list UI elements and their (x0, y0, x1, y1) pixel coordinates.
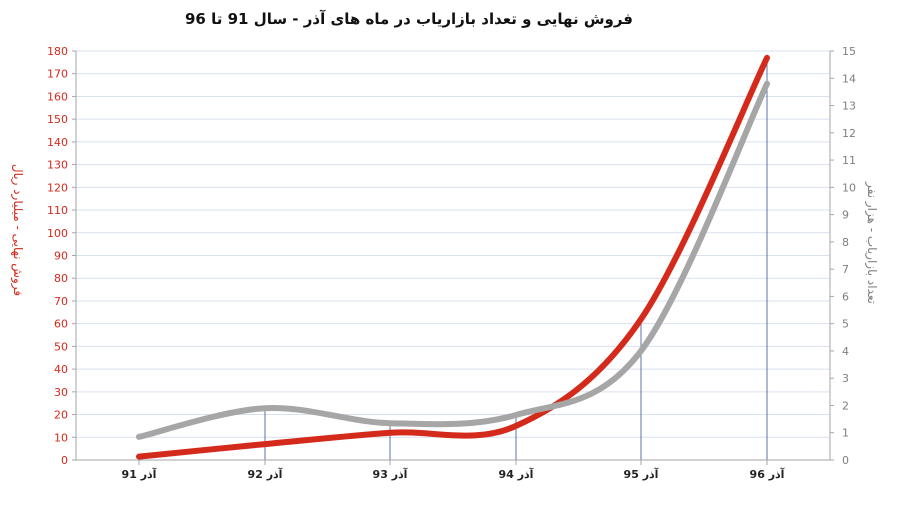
left-tick-label: 170 (47, 68, 68, 81)
left-axis-label: فروش نهایی - میلیارد ریال (10, 164, 25, 296)
right-tick-label: 13 (842, 100, 856, 113)
right-axis-label: تعداد بازاریاب - هزار نفر (864, 181, 879, 304)
sales-line (136, 54, 770, 460)
left-tick-label: 100 (47, 227, 68, 240)
left-tick-label: 120 (47, 181, 68, 194)
left-tick-label: 150 (47, 113, 68, 126)
series-lines (136, 54, 770, 460)
marketers-point (513, 412, 519, 418)
x-tick-label: آذر 94 (499, 467, 534, 481)
right-tick-label: 5 (842, 318, 849, 331)
right-tick-label: 15 (842, 45, 856, 58)
left-tick-label: 50 (54, 340, 68, 353)
axes (72, 50, 834, 465)
left-tick-label: 130 (47, 159, 68, 172)
left-tick-label: 160 (47, 90, 68, 103)
left-tick-label: 30 (54, 386, 68, 399)
sales-point (764, 55, 770, 61)
left-tick-label: 110 (47, 204, 68, 217)
sales-point (387, 430, 393, 436)
tick-labels: 0102030405060708090100110120130140150160… (47, 45, 856, 481)
right-tick-label: 8 (842, 236, 849, 249)
chart-title: فروش نهایی و تعداد بازاریاب در ماه های آ… (185, 10, 633, 28)
marketers-point (638, 348, 644, 354)
x-tick-label: آذر 95 (624, 467, 659, 481)
marketers-point (262, 405, 268, 411)
marketers-point (387, 420, 393, 426)
x-tick-label: آذر 92 (248, 467, 283, 481)
right-tick-label: 1 (842, 427, 849, 440)
left-tick-label: 80 (54, 272, 68, 285)
sales-point (638, 316, 644, 322)
right-tick-label: 14 (842, 72, 856, 85)
x-tick-label: آذر 91 (122, 467, 157, 481)
left-tick-label: 40 (54, 363, 68, 376)
left-tick-label: 90 (54, 250, 68, 263)
left-tick-label: 70 (54, 295, 68, 308)
right-tick-label: 11 (842, 154, 856, 167)
left-tick-label: 0 (61, 454, 68, 467)
sales-point (136, 454, 142, 460)
gridlines (76, 50, 830, 460)
marketers-point (136, 434, 142, 440)
right-tick-label: 10 (842, 181, 856, 194)
x-tick-label: آذر 96 (750, 467, 785, 481)
right-tick-label: 3 (842, 372, 849, 385)
left-tick-label: 10 (54, 431, 68, 444)
right-tick-label: 6 (842, 290, 849, 303)
right-tick-label: 0 (842, 454, 849, 467)
left-tick-label: 140 (47, 136, 68, 149)
right-tick-label: 12 (842, 127, 856, 140)
sales-point (262, 441, 268, 447)
left-tick-label: 60 (54, 318, 68, 331)
right-tick-label: 4 (842, 345, 849, 358)
marketers-point (764, 81, 770, 87)
left-tick-label: 180 (47, 45, 68, 58)
left-tick-label: 20 (54, 409, 68, 422)
x-tick-label: آذر 93 (373, 467, 408, 481)
right-tick-label: 2 (842, 399, 849, 412)
sales-point (513, 423, 519, 429)
right-tick-label: 7 (842, 263, 849, 276)
right-tick-label: 9 (842, 209, 849, 222)
